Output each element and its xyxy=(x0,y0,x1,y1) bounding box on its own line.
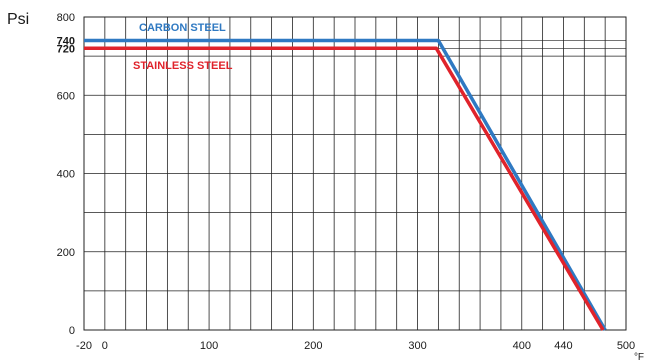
x-tick-label: 300 xyxy=(408,340,426,352)
x-tick-label: 440 xyxy=(554,340,572,352)
y-tick-label: 720 xyxy=(57,43,75,55)
y-tick-label: 600 xyxy=(57,90,75,102)
series-line-stainless-steel xyxy=(84,46,605,331)
y-axis-unit-label: Psi xyxy=(7,11,29,28)
x-tick-label: 0 xyxy=(102,340,108,352)
plot-frame xyxy=(83,16,627,331)
series-label-carbon-steel: CARBON STEEL xyxy=(139,22,226,34)
x-tick-label: 500 xyxy=(617,340,635,352)
y-tick-label: 740 xyxy=(57,35,75,47)
x-tick-label: 400 xyxy=(513,340,531,352)
labels: Psi °F CARBON STEEL STAINLESS STEEL xyxy=(7,11,644,362)
x-tick-label: 200 xyxy=(304,340,322,352)
x-tick-label: -20 xyxy=(76,340,92,352)
x-axis-unit-label: °F xyxy=(634,352,644,362)
y-tick-label: 400 xyxy=(57,169,75,181)
y-tick-label: 200 xyxy=(57,247,75,259)
y-tick-label: 800 xyxy=(57,12,75,24)
grid xyxy=(83,16,627,331)
series-line-carbon-steel xyxy=(84,38,607,331)
y-tick-label: 0 xyxy=(69,325,75,337)
series-lines xyxy=(84,38,607,331)
x-tick-label: 100 xyxy=(200,340,218,352)
series-label-stainless-steel: STAINLESS STEEL xyxy=(133,60,233,72)
